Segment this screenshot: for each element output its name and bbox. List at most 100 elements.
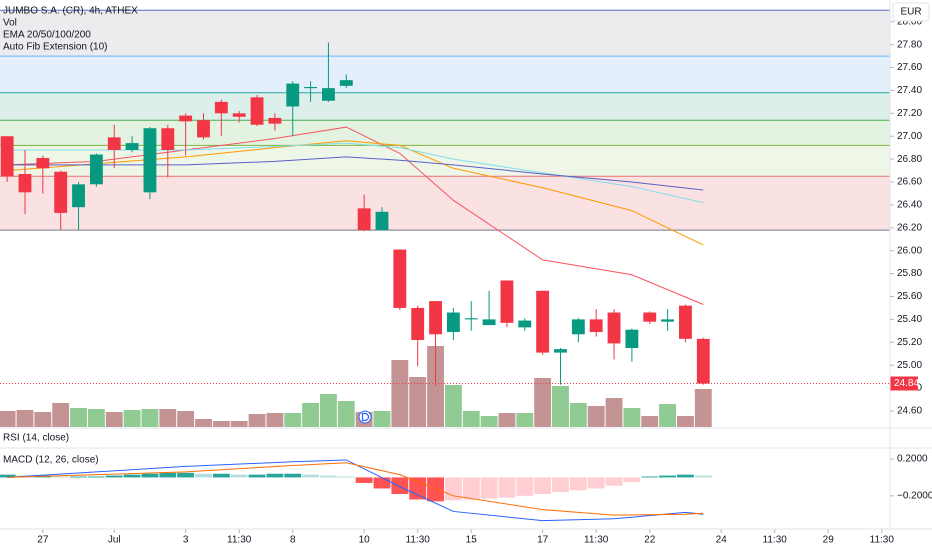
volume-bar [266,413,284,427]
candle-body [125,143,139,150]
candle-body [0,136,14,177]
macd-histogram-bar [605,477,623,486]
x-tick-label: 11:30 [584,535,609,546]
y-tick-label: 25.80 [897,268,922,279]
indicator-label: EMA 20/50/100/200 [3,30,91,41]
dividend-icon[interactable] [358,410,372,424]
y-tick-label: 25.60 [897,291,922,302]
volume-bar [677,416,694,427]
candle-body [161,128,175,150]
volume-bar [16,410,34,427]
y-tick-label: 24.60 [897,406,922,417]
candle-body [322,88,335,101]
volume-bar [534,378,552,427]
rsi-label: RSI (14, close) [3,433,69,444]
volume-bar [480,416,498,427]
candle-body [536,290,550,353]
macd-histogram-bar [141,473,159,478]
macd-histogram-bar [391,477,409,494]
volume-bar [552,386,569,427]
macd-histogram-bar [462,477,480,500]
volume-bar [409,377,427,427]
volume-bar [373,411,391,427]
volume-bar [159,409,177,427]
macd-histogram-bar [212,473,230,478]
dividend-icon-glyph [361,412,370,422]
candle-body [446,312,460,332]
y-tick-label: 27.60 [897,62,922,73]
macd-histogram-bar [641,476,659,478]
macd-histogram-bar [195,473,212,478]
volume-bar [123,410,141,427]
volume-bar [302,403,320,427]
currency-box[interactable] [892,2,930,22]
macd-histogram-bar [87,476,105,478]
volume-bar [177,411,195,427]
macd-histogram-bar [427,477,444,502]
y-tick-label: 27.00 [897,131,922,142]
candle-body [679,305,692,339]
ema-line [7,140,704,246]
macd-histogram-bar [373,477,391,489]
macd-histogram-bar [177,472,195,478]
candle-body [232,113,246,117]
volume-bar [141,409,159,427]
y-tick-label: 25.20 [897,337,922,348]
y-tick-label: 27.20 [897,108,922,119]
macd-histogram-bar [623,477,641,483]
volume-bar [444,385,462,427]
ema-line [7,142,704,204]
y-tick-label: 28.00 [897,16,922,27]
macd-histogram-bar [320,475,337,478]
candle-body [607,312,621,344]
candle-body [54,171,68,213]
fib-band [0,10,890,57]
candle-body [589,319,603,332]
candle-body [429,301,442,335]
macd-histogram-bar [480,477,498,499]
candle-body [179,115,193,122]
candle-body [393,249,407,308]
macd-histogram-bar [284,473,302,478]
candle-body [482,319,496,326]
volume-bar [248,414,266,427]
x-tick-label: 11:30 [227,535,252,546]
x-tick-label: 8 [290,535,296,546]
volume-bar [605,398,623,427]
ema-line [7,156,704,191]
last-price-box [890,376,918,391]
volume-bar [34,412,52,427]
x-tick-label: 22 [644,535,656,546]
currency: EUR [900,7,921,18]
x-tick-label: 10 [359,535,371,546]
x-tick-label: 3 [183,535,189,546]
candle-body [107,137,121,150]
candle-body [375,211,389,231]
volume-bar [427,346,444,427]
volume-bar [195,419,212,427]
candle-body [554,349,567,353]
volume-bar [212,421,230,427]
macd-histogram-bar [516,477,534,496]
candle-body [36,157,50,169]
fib-band [0,176,890,231]
x-tick-label: 24 [716,535,728,546]
y-tick-label: 27.40 [897,85,922,96]
x-tick-label: 29 [823,535,835,546]
volume-bar [52,403,70,427]
volume-bar [230,421,248,427]
candle-body [643,312,657,322]
volume-bar [659,404,677,427]
volume-bar [87,409,105,427]
volume-bar [569,403,587,427]
x-tick-label: 15 [466,535,478,546]
signal-line [7,462,704,516]
macd-histogram-bar [694,475,712,478]
volume-bar [462,411,480,427]
macd-histogram-bar [105,475,123,478]
candle-body [72,184,85,208]
volume-bar [391,360,409,427]
macd-histogram-bar [409,477,427,500]
y-tick-label: 25.00 [897,360,922,371]
y-tick-label: 26.60 [897,177,922,188]
